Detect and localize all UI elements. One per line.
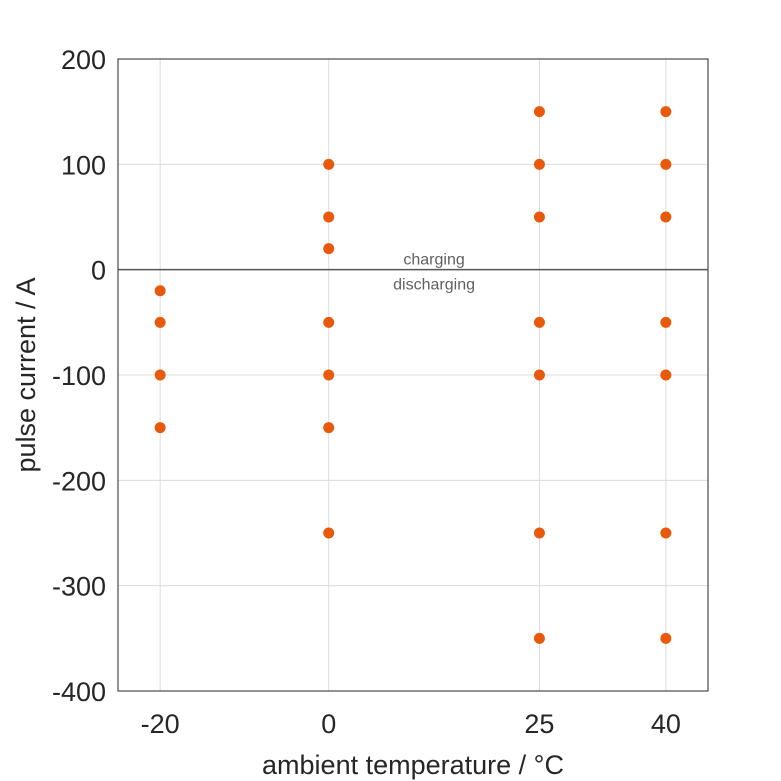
data-point [660,369,672,381]
data-point [154,316,166,328]
data-point [323,158,335,170]
y-tick-label: -400 [52,677,106,707]
data-point [533,369,545,381]
data-point [533,527,545,539]
data-point [323,369,335,381]
grid-layer [118,58,708,692]
data-point [323,316,335,328]
data-point [660,211,672,223]
data-point [323,422,335,434]
data-point [323,243,335,255]
data-point [533,211,545,223]
data-points [154,106,672,644]
y-tick-label: -100 [52,361,106,391]
x-tick-label: -20 [141,709,180,739]
plot-frame [117,58,709,692]
x-tick-label: 40 [651,709,681,739]
data-point [660,632,672,644]
y-tick-label: -200 [52,466,106,496]
annotation-charging: charging [403,252,464,269]
annotation-discharging: discharging [393,277,475,294]
x-axis-label: ambient temperature / °C [262,750,564,780]
data-point [323,211,335,223]
data-point [533,316,545,328]
data-point [533,106,545,118]
x-tick-label: 0 [321,709,336,739]
data-point [533,158,545,170]
y-tick-labels: 200 100 0 -100 -200 -300 -400 [52,45,106,707]
y-tick-label: 0 [91,256,106,286]
data-point [660,527,672,539]
data-point [154,422,166,434]
x-tick-label: 25 [524,709,554,739]
data-point [660,316,672,328]
data-point [154,285,166,297]
data-point [323,527,335,539]
data-point [533,632,545,644]
y-tick-label: -300 [52,572,106,602]
data-point [660,158,672,170]
x-tick-labels: -20 0 25 40 [141,709,681,739]
y-tick-label: 200 [61,45,106,75]
y-axis-label: pulse current / A [11,277,41,472]
data-point [154,369,166,381]
y-tick-label: 100 [61,150,106,180]
data-point [660,106,672,118]
